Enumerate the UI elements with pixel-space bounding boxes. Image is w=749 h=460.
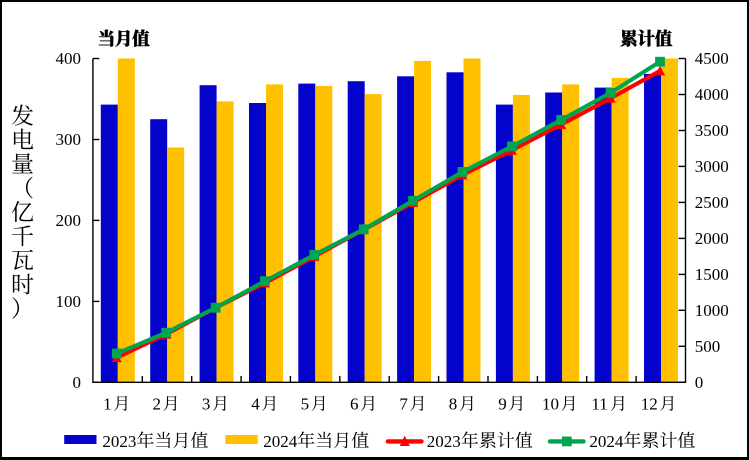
svg-text:4500: 4500 bbox=[695, 49, 729, 68]
svg-text:400: 400 bbox=[56, 49, 82, 68]
svg-text:2024: 2024 bbox=[589, 432, 624, 451]
svg-text:1: 1 bbox=[103, 395, 112, 414]
svg-text:4000: 4000 bbox=[695, 85, 729, 104]
svg-text:9: 9 bbox=[498, 395, 507, 414]
svg-text:7: 7 bbox=[399, 395, 408, 414]
svg-text:1000: 1000 bbox=[695, 301, 729, 320]
svg-text:5: 5 bbox=[301, 395, 310, 414]
svg-text:4: 4 bbox=[251, 395, 260, 414]
svg-text:3: 3 bbox=[202, 395, 211, 414]
svg-text:12: 12 bbox=[641, 395, 658, 414]
svg-text:2000: 2000 bbox=[695, 229, 729, 248]
svg-text:0: 0 bbox=[73, 373, 82, 392]
svg-text:2023: 2023 bbox=[427, 432, 461, 451]
svg-text:0: 0 bbox=[695, 373, 704, 392]
svg-text:1500: 1500 bbox=[695, 265, 729, 284]
svg-text:500: 500 bbox=[695, 337, 721, 356]
svg-text:2: 2 bbox=[153, 395, 162, 414]
svg-text:100: 100 bbox=[56, 292, 82, 311]
svg-text:2023: 2023 bbox=[102, 432, 136, 451]
svg-text:8: 8 bbox=[449, 395, 458, 414]
svg-text:3000: 3000 bbox=[695, 157, 729, 176]
svg-text:2500: 2500 bbox=[695, 193, 729, 212]
svg-text:6: 6 bbox=[350, 395, 359, 414]
svg-text:200: 200 bbox=[56, 211, 82, 230]
svg-text:3500: 3500 bbox=[695, 121, 729, 140]
svg-text:2024: 2024 bbox=[263, 432, 298, 451]
svg-text:10: 10 bbox=[542, 395, 559, 414]
svg-text:11: 11 bbox=[591, 395, 607, 414]
svg-text:300: 300 bbox=[56, 130, 82, 149]
